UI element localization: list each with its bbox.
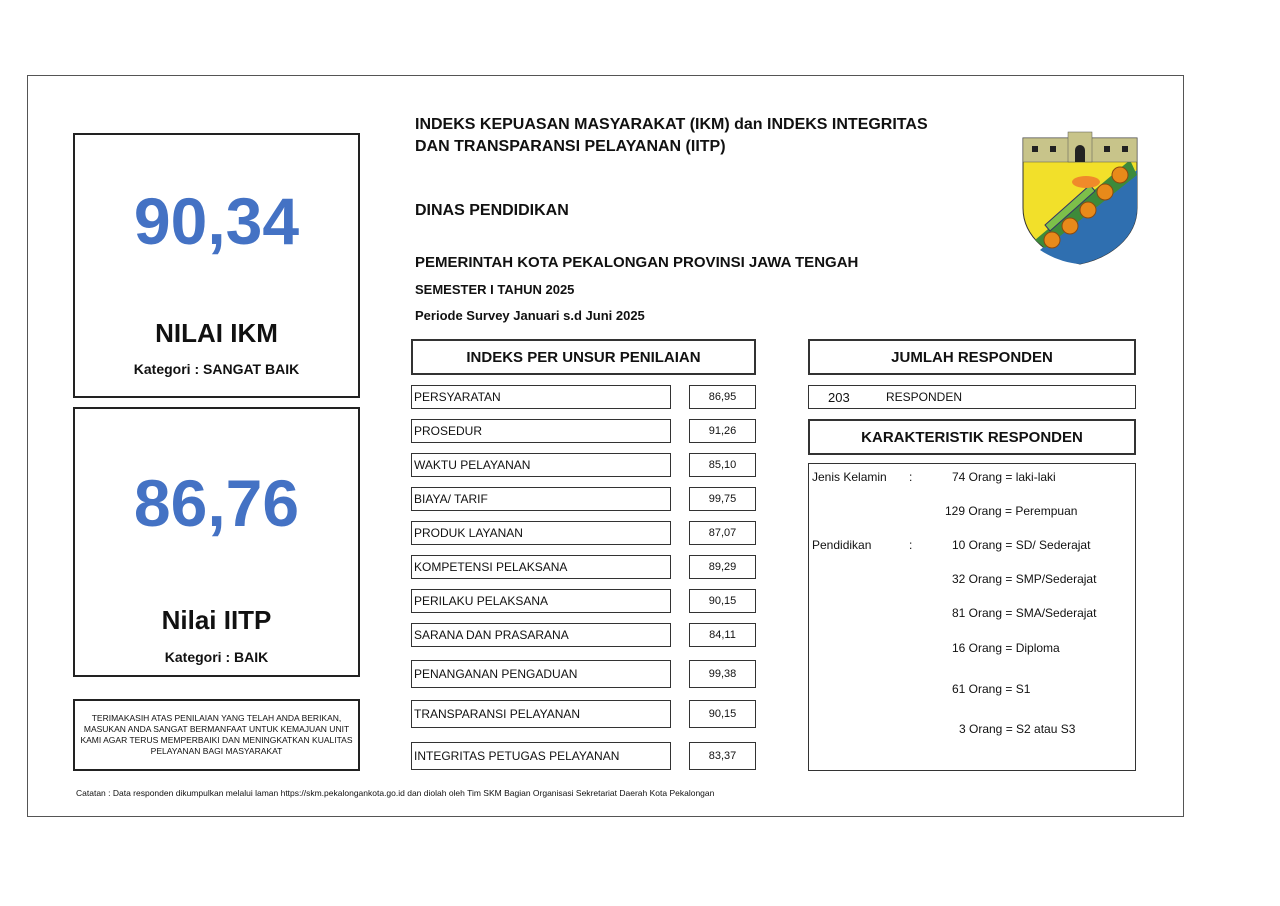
responden-count: 203 xyxy=(828,389,850,405)
unsur-value: 99,75 xyxy=(689,487,756,511)
responden-count-row: 203 RESPONDEN xyxy=(808,385,1136,409)
unsur-value: 90,15 xyxy=(689,700,756,728)
unsur-label: SARANA DAN PRASARANA xyxy=(411,623,671,647)
iitp-box: 86,76 Nilai IITP Kategori : BAIK xyxy=(73,407,360,677)
unsur-label: INTEGRITAS PETUGAS PELAYANAN xyxy=(411,742,671,770)
semester: SEMESTER I TAHUN 2025 xyxy=(415,282,575,297)
unsur-label: PERILAKU PELAKSANA xyxy=(411,589,671,613)
kar-row: 74 Orang = laki-laki xyxy=(952,470,1056,484)
unsur-value: 85,10 xyxy=(689,453,756,477)
report-frame xyxy=(27,75,1184,817)
iitp-category: Kategori : BAIK xyxy=(164,649,269,665)
responden-title: JUMLAH RESPONDEN xyxy=(808,339,1136,375)
footnote: Catatan : Data responden dikumpulkan mel… xyxy=(76,788,715,798)
pekalongan-logo xyxy=(1022,131,1138,265)
unsur-label: WAKTU PELAYANAN xyxy=(411,453,671,477)
unsur-value: 91,26 xyxy=(689,419,756,443)
unsur-value: 87,07 xyxy=(689,521,756,545)
ikm-value: 90,34 xyxy=(133,184,300,258)
responden-unit: RESPONDEN xyxy=(886,390,963,404)
education-colon: : xyxy=(909,538,913,552)
kar-row: 32 Orang = SMP/Sederajat xyxy=(952,572,1097,586)
karakteristik-box: Jenis Kelamin : Pendidikan : 74 Orang = … xyxy=(808,463,1136,771)
unsur-value: 89,29 xyxy=(689,555,756,579)
karakteristik-title: KARAKTERISTIK RESPONDEN xyxy=(808,419,1136,455)
unsur-value: 99,38 xyxy=(689,660,756,688)
gender-label: Jenis Kelamin xyxy=(812,470,887,484)
title-line-1: INDEKS KEPUASAN MASYARAKAT (IKM) dan IND… xyxy=(415,116,928,133)
ikm-label: NILAI IKM xyxy=(155,318,278,348)
unsur-value: 86,95 xyxy=(689,385,756,409)
kar-row: 10 Orang = SD/ Sederajat xyxy=(952,538,1091,552)
unsur-label: PRODUK LAYANAN xyxy=(411,521,671,545)
unsur-label: BIAYA/ TARIF xyxy=(411,487,671,511)
report-title: INDEKS KEPUASAN MASYARAKAT (IKM) dan IND… xyxy=(415,114,928,158)
kar-row: 61 Orang = S1 xyxy=(952,682,1031,696)
kar-row: 129 Orang = Perempuan xyxy=(945,504,1078,518)
ikm-category: Kategori : SANGAT BAIK xyxy=(133,361,300,377)
kar-row: 3 Orang = S2 atau S3 xyxy=(959,722,1076,736)
unsur-label: PROSEDUR xyxy=(411,419,671,443)
survey-period: Periode Survey Januari s.d Juni 2025 xyxy=(415,308,645,323)
unsur-label: KOMPETENSI PELAKSANA xyxy=(411,555,671,579)
unsur-value: 90,15 xyxy=(689,589,756,613)
gender-colon: : xyxy=(909,470,913,484)
unsur-label: PERSYARATAN xyxy=(411,385,671,409)
government-name: PEMERINTAH KOTA PEKALONGAN PROVINSI JAWA… xyxy=(415,254,859,271)
agency-name: DINAS PENDIDIKAN xyxy=(415,202,569,219)
title-line-2: DAN TRANSPARANSI PELAYANAN (IITP) xyxy=(415,138,726,155)
unsur-label: TRANSPARANSI PELAYANAN xyxy=(411,700,671,728)
iitp-label: Nilai IITP xyxy=(161,605,272,635)
ikm-box: 90,34 NILAI IKM Kategori : SANGAT BAIK xyxy=(73,133,360,398)
unsur-title: INDEKS PER UNSUR PENILAIAN xyxy=(411,339,756,375)
unsur-value: 83,37 xyxy=(689,742,756,770)
kar-row: 81 Orang = SMA/Sederajat xyxy=(952,606,1097,620)
unsur-value: 84,11 xyxy=(689,623,756,647)
unsur-label: PENANGANAN PENGADUAN xyxy=(411,660,671,688)
iitp-value: 86,76 xyxy=(133,466,300,540)
thank-you-message: TERIMAKASIH ATAS PENILAIAN YANG TELAH AN… xyxy=(73,699,360,771)
education-label: Pendidikan xyxy=(812,538,872,552)
kar-row: 16 Orang = Diploma xyxy=(952,641,1060,655)
